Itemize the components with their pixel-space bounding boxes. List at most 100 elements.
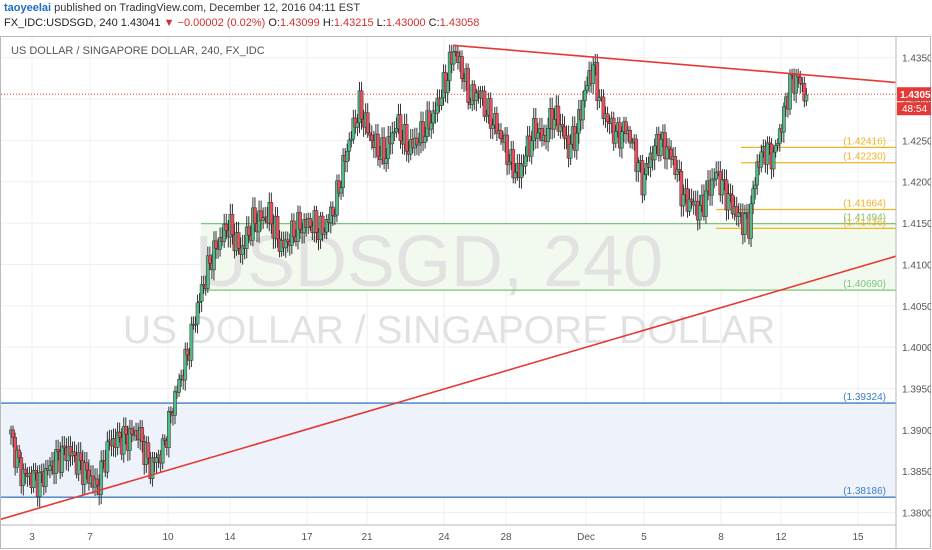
countdown-tag: [897, 102, 931, 116]
candle: [292, 213, 296, 244]
candle-body: [365, 112, 370, 134]
candle: [415, 127, 419, 155]
publish-info: taoyeelai published on TradingView.com, …: [4, 2, 360, 14]
candle-body: [85, 462, 89, 471]
open-value: 1.43099: [279, 17, 320, 29]
demand-zone: [1, 403, 896, 498]
level-label: (1.42416): [843, 136, 886, 147]
candle-body: [298, 212, 302, 230]
x-tick-label: Dec: [577, 532, 595, 543]
candle-body: [335, 180, 339, 216]
x-tick-label: 10: [162, 532, 174, 543]
candle: [642, 168, 647, 201]
candle: [759, 144, 764, 173]
candle-body: [154, 457, 159, 463]
level-label: (1.41494): [843, 213, 886, 224]
candle-body: [704, 190, 708, 217]
candle-body: [628, 129, 632, 144]
candle: [749, 195, 753, 247]
candle-body: [560, 124, 565, 128]
candle: [320, 211, 325, 242]
candle: [591, 56, 596, 95]
candle: [628, 126, 632, 149]
candle: [140, 420, 145, 453]
y-tick-label: 1.39000: [902, 426, 931, 437]
current-price-tag: [897, 87, 931, 102]
candle-body: [595, 62, 600, 102]
candle-body: [523, 155, 528, 167]
candle-body: [246, 226, 251, 236]
candle-body: [173, 390, 177, 416]
candle: [365, 103, 370, 138]
candle-body: [529, 140, 534, 157]
y-tick-label: 1.38500: [902, 467, 931, 478]
candle: [495, 106, 499, 141]
candle-body: [185, 348, 190, 356]
publish-text: published on TradingView.com, December 1…: [54, 2, 361, 14]
chart-frame: USDSGD, 240 US DOLLAR / SINGAPORE DOLLAR…: [0, 36, 931, 549]
x-tick-label: 12: [775, 532, 787, 543]
x-tick-label: 3: [29, 532, 35, 543]
candle: [37, 464, 42, 508]
y-tick-label: 1.42500: [902, 136, 931, 147]
candle: [697, 194, 702, 230]
candle: [451, 44, 456, 71]
x-tick-label: 8: [718, 532, 724, 543]
time-axis: 3 7 10 14 17 21 24 28 Dec 5 8 12 15: [1, 524, 896, 543]
candle-body: [765, 142, 770, 165]
candle-body: [367, 132, 372, 136]
candle-body: [320, 215, 325, 235]
candle-body: [230, 214, 235, 236]
candle-body: [613, 131, 618, 144]
candle: [710, 168, 714, 206]
watermark-name: US DOLLAR / SINGAPORE DOLLAR: [123, 309, 775, 352]
candle-body: [499, 130, 503, 140]
candle: [648, 146, 653, 178]
author-link[interactable]: taoyeelai: [4, 2, 52, 14]
x-tick-label: 7: [87, 532, 93, 543]
candle-body: [339, 187, 343, 194]
candle-body: [552, 119, 557, 130]
candle-body: [48, 465, 52, 471]
candle-body: [72, 451, 77, 456]
candle-body: [804, 94, 809, 102]
open-label: O:: [268, 17, 280, 29]
high-label: H:: [322, 17, 334, 29]
candle: [743, 204, 747, 243]
price-axis: 1.435001.430001.425001.420001.415001.410…: [895, 37, 931, 549]
candle-body: [95, 478, 99, 486]
candle-body: [620, 131, 624, 149]
candle-body: [642, 174, 647, 196]
candles: [9, 44, 809, 508]
candle-body: [205, 255, 210, 289]
candle-body: [355, 122, 360, 128]
y-tick-label: 1.39500: [902, 385, 931, 396]
candle-body: [507, 161, 511, 165]
candle-body: [710, 178, 714, 196]
candle: [550, 97, 555, 140]
price-chart[interactable]: USDSGD, 240 US DOLLAR / SINGAPORE DOLLAR…: [1, 37, 931, 549]
candle-body: [236, 232, 241, 249]
candle: [314, 205, 319, 244]
candle: [734, 196, 739, 226]
candle-body: [195, 302, 200, 325]
candle-body: [146, 442, 151, 459]
candle: [788, 69, 792, 115]
candle: [540, 117, 544, 147]
candle-body: [37, 472, 42, 497]
candle: [269, 192, 274, 234]
symbol-label: FX_IDC:USDSGD, 240: [4, 17, 118, 29]
candle-body: [384, 158, 388, 164]
candle-body: [285, 239, 290, 243]
x-tick-label: 28: [500, 532, 512, 543]
candle: [167, 406, 171, 458]
candle: [390, 122, 395, 154]
candle: [275, 206, 280, 248]
candle: [669, 140, 673, 169]
candle-body: [439, 97, 444, 106]
y-tick-label: 1.43500: [902, 54, 931, 65]
candle-body: [105, 441, 110, 473]
candle-body: [568, 143, 573, 159]
candle-body: [753, 184, 757, 189]
x-tick-label: 24: [438, 532, 450, 543]
